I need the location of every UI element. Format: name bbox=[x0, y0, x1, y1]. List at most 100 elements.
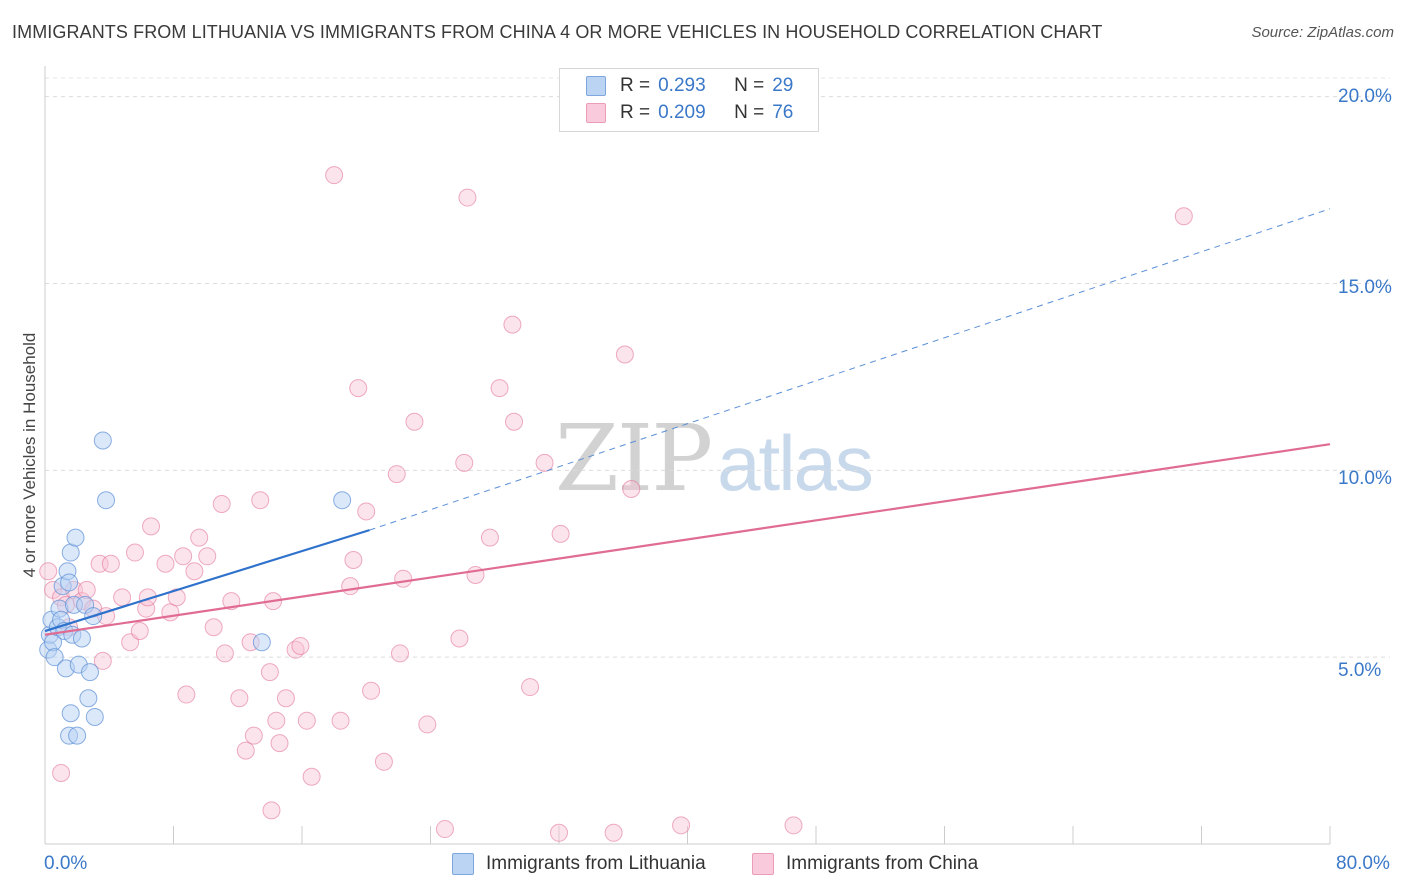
chart-title: IMMIGRANTS FROM LITHUANIA VS IMMIGRANTS … bbox=[12, 22, 1103, 42]
china-point bbox=[390, 644, 409, 663]
china-point bbox=[604, 823, 623, 842]
lithuania-point bbox=[68, 726, 87, 745]
legend-n-value: 76 bbox=[772, 102, 794, 123]
china-point bbox=[251, 491, 270, 510]
china-point bbox=[39, 562, 58, 581]
lithuania-point bbox=[61, 543, 80, 562]
china-point bbox=[505, 412, 524, 431]
china-point bbox=[185, 562, 204, 581]
china-point bbox=[77, 580, 96, 599]
bottom-legend-china: Immigrants from China bbox=[752, 852, 978, 876]
china-point bbox=[325, 166, 344, 185]
china-point bbox=[458, 188, 477, 207]
watermark: ZIPatlas bbox=[555, 405, 874, 512]
china-point bbox=[784, 816, 803, 835]
china-point bbox=[270, 734, 289, 753]
china-point bbox=[125, 543, 144, 562]
lithuania-point bbox=[60, 573, 79, 592]
bottom-legend-label-lithuania: Immigrants from Lithuania bbox=[486, 853, 706, 874]
china-point bbox=[455, 453, 474, 472]
china-point bbox=[450, 629, 469, 648]
china-point bbox=[230, 689, 249, 708]
china-point bbox=[551, 524, 570, 543]
china-point bbox=[204, 618, 223, 637]
correlation-legend: R = 0.293 N = 29 R = 0.209 N = 76 bbox=[559, 68, 819, 132]
legend-swatch-lithuania bbox=[586, 76, 606, 96]
china-point bbox=[276, 689, 295, 708]
lithuania-point bbox=[80, 663, 99, 682]
china-point bbox=[503, 315, 522, 334]
legend-row-lithuania: R = 0.293 N = 29 bbox=[586, 74, 793, 98]
legend-n-label: N = bbox=[734, 75, 765, 96]
china-point bbox=[418, 715, 437, 734]
china-point bbox=[215, 644, 234, 663]
lithuania-point bbox=[72, 629, 91, 648]
china-point bbox=[521, 678, 540, 697]
china-point bbox=[93, 651, 112, 670]
china-point bbox=[297, 711, 316, 730]
china-point bbox=[331, 711, 350, 730]
china-point bbox=[267, 711, 286, 730]
bottom-legend-lithuania: Immigrants from Lithuania bbox=[452, 852, 706, 876]
lithuania-point bbox=[85, 707, 104, 726]
china-point bbox=[362, 681, 381, 700]
y-tick-label-5: 5.0% bbox=[1338, 660, 1382, 681]
china-point bbox=[198, 547, 217, 566]
watermark-atlas: atlas bbox=[717, 419, 874, 507]
china-point bbox=[405, 412, 424, 431]
china-point bbox=[291, 636, 310, 655]
china-point bbox=[174, 547, 193, 566]
china-point bbox=[260, 663, 279, 682]
y-tick-label-15: 15.0% bbox=[1338, 277, 1392, 298]
china-point bbox=[302, 767, 321, 786]
legend-row-china: R = 0.209 N = 76 bbox=[586, 101, 793, 125]
china-trendline bbox=[44, 443, 1331, 636]
china-point bbox=[130, 622, 149, 641]
china-point bbox=[435, 820, 454, 839]
lithuania-point bbox=[97, 491, 116, 510]
china-point bbox=[344, 551, 363, 570]
china-point bbox=[212, 494, 231, 513]
lithuania-point bbox=[333, 491, 352, 510]
china-point bbox=[222, 592, 241, 611]
bottom-legend-swatch-lithuania bbox=[452, 853, 474, 875]
china-point bbox=[156, 554, 175, 573]
china-point bbox=[550, 823, 568, 842]
china-point bbox=[349, 379, 368, 398]
china-point bbox=[394, 569, 413, 588]
china-point bbox=[262, 801, 281, 820]
china-point bbox=[236, 741, 255, 760]
bottom-legend-swatch-china bbox=[752, 853, 774, 875]
legend-n-label: N = bbox=[734, 102, 765, 123]
china-point bbox=[161, 603, 180, 622]
legend-r-value: 0.293 bbox=[658, 75, 706, 96]
china-point bbox=[177, 685, 196, 704]
lithuania-point bbox=[93, 431, 112, 450]
china-point bbox=[622, 480, 641, 499]
china-point bbox=[374, 752, 393, 771]
x-axis-max-label: 80.0% bbox=[1336, 853, 1390, 874]
china-point bbox=[52, 764, 71, 783]
legend-n-value: 29 bbox=[772, 75, 794, 96]
lithuania-point bbox=[61, 704, 80, 723]
china-point bbox=[490, 379, 509, 398]
china-point bbox=[190, 528, 209, 547]
y-tick-label-10: 10.0% bbox=[1338, 468, 1392, 489]
china-point bbox=[387, 465, 406, 484]
lithuania-point bbox=[252, 633, 271, 652]
bottom-legend-label-china: Immigrants from China bbox=[786, 853, 979, 874]
china-point bbox=[480, 528, 499, 547]
lithuania-point bbox=[45, 648, 64, 667]
china-point bbox=[167, 588, 186, 607]
china-point bbox=[535, 453, 554, 472]
china-point bbox=[101, 554, 120, 573]
china-point bbox=[1174, 207, 1193, 226]
x-axis-min-label: 0.0% bbox=[44, 853, 88, 874]
china-point bbox=[615, 345, 634, 364]
china-point bbox=[357, 502, 376, 521]
china-point bbox=[142, 517, 161, 536]
lithuania-trendline bbox=[44, 529, 370, 633]
legend-r-label: R = bbox=[620, 75, 651, 96]
legend-r-label: R = bbox=[620, 102, 651, 123]
